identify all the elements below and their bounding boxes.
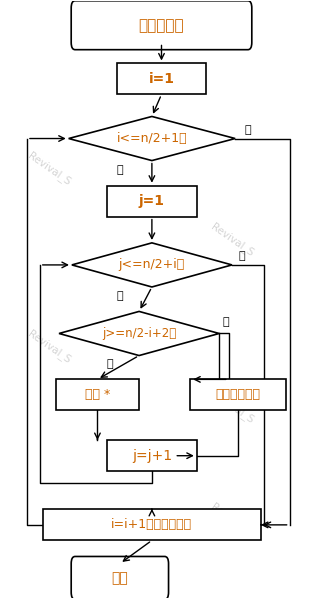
Text: Revival_S: Revival_S	[209, 501, 255, 539]
Text: j=j+1: j=j+1	[132, 449, 172, 462]
Text: Revival_S: Revival_S	[26, 328, 73, 366]
Text: i=i+1，并另起一行: i=i+1，并另起一行	[111, 518, 193, 531]
Text: 打印（空格）: 打印（空格）	[216, 388, 261, 401]
Text: Revival_S: Revival_S	[209, 221, 255, 259]
Text: j<=n/2+i？: j<=n/2+i？	[119, 258, 185, 271]
Bar	[43, 509, 261, 540]
Bar	[56, 379, 139, 410]
Polygon shape	[68, 116, 235, 161]
Text: j>=n/2-i+2？: j>=n/2-i+2？	[102, 327, 176, 340]
Polygon shape	[72, 243, 232, 287]
Bar	[107, 440, 197, 471]
Bar	[117, 63, 206, 95]
Text: 结束: 结束	[111, 571, 128, 585]
Text: Revival_S: Revival_S	[209, 388, 255, 425]
FancyBboxPatch shape	[71, 556, 169, 599]
Text: Revival_S: Revival_S	[26, 150, 73, 187]
Text: i=1: i=1	[149, 72, 174, 86]
Bar	[190, 379, 287, 410]
Text: 否: 否	[245, 125, 251, 135]
Text: i<=n/2+1？: i<=n/2+1？	[117, 132, 187, 145]
Text: 打印 *: 打印 *	[85, 388, 110, 401]
Text: 打印上三角: 打印上三角	[139, 18, 184, 33]
Text: j=1: j=1	[139, 194, 165, 208]
Polygon shape	[59, 311, 219, 356]
Bar	[107, 186, 197, 217]
Text: 是: 是	[107, 359, 114, 370]
Text: 否: 否	[238, 251, 245, 261]
Text: 否: 否	[222, 316, 229, 326]
FancyBboxPatch shape	[71, 1, 252, 50]
Text: 是: 是	[117, 165, 123, 174]
Text: 是: 是	[117, 291, 123, 301]
